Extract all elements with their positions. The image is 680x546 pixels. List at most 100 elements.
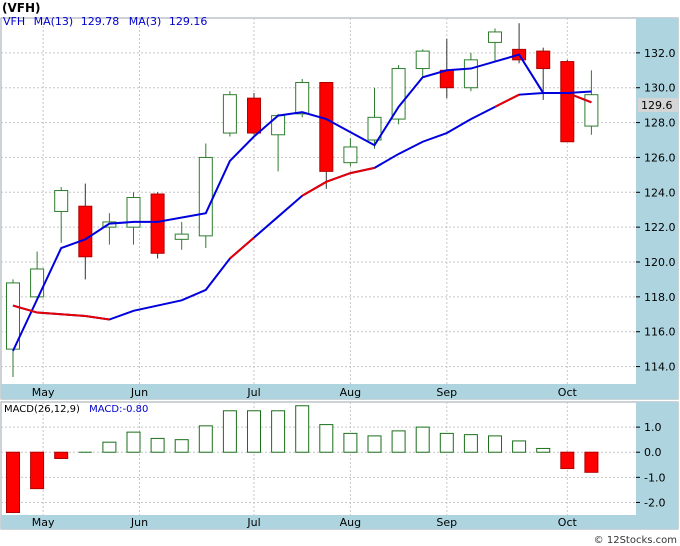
- macd-x-tick-label: Sep: [436, 516, 457, 529]
- price-y-tick-label: 122.0: [644, 221, 676, 234]
- ma3-line-red-segment: [12, 304, 110, 321]
- macd-bar-positive: [367, 435, 382, 453]
- legend-ticker: VFH: [3, 15, 25, 28]
- candle-down: [439, 69, 454, 89]
- macd-x-tick-label: Aug: [340, 516, 361, 529]
- macd-x-tick-label: Jun: [130, 516, 148, 529]
- price-y-tick-label: 114.0: [644, 361, 676, 374]
- legend-ma13-label: MA(13): [34, 15, 74, 28]
- price-panel: 114.0 116.0 118.0 120.0 122.0 124.0 126.0 128.0…: [0, 17, 679, 400]
- legend-ma13-value: 129.78: [81, 15, 120, 28]
- price-y-tick-label: 124.0: [644, 186, 676, 199]
- candle-up: [30, 268, 45, 298]
- macd-gridlines: [1, 402, 636, 515]
- candle-up: [463, 59, 478, 89]
- moving-average-lines: [12, 53, 592, 352]
- macd-x-ticks: May Jun Jul Aug Sep Oct: [32, 516, 578, 529]
- candle-up: [222, 94, 237, 134]
- macd-bar-positive: [222, 410, 237, 453]
- last-price-tag: 129.6: [641, 99, 673, 112]
- macd-bar-positive: [295, 405, 310, 453]
- macd-bar-positive: [102, 441, 117, 453]
- price-y-axis-band: [636, 18, 678, 384]
- macd-y-axis-band: [636, 402, 678, 515]
- legend-ma3-value: 129.16: [169, 15, 208, 28]
- macd-bar-positive: [343, 432, 358, 453]
- price-y-tick-label: 118.0: [644, 291, 676, 304]
- candle-down: [560, 61, 575, 143]
- candle-up: [54, 190, 69, 212]
- macd-x-tick-label: Oct: [558, 516, 578, 529]
- candle-up: [198, 156, 213, 237]
- candle-up: [367, 116, 382, 141]
- macd-y-tick-label: -1.0: [644, 471, 665, 484]
- price-y-ticks: 114.0 116.0 118.0 120.0 122.0 124.0 126.0 128.0…: [636, 47, 676, 374]
- candle-up: [343, 146, 358, 164]
- price-y-tick-label: 132.0: [644, 47, 676, 60]
- macd-y-tick-label: 1.0: [644, 421, 662, 434]
- candle-up: [126, 197, 141, 228]
- macd-bar-positive: [150, 437, 165, 453]
- candle-down: [247, 97, 261, 134]
- macd-params-label: MACD(26,12,9): [4, 404, 80, 415]
- price-y-tick-label: 126.0: [644, 151, 676, 164]
- svg-text:MACD(26,12,9) MACD:-0.80: MACD(26,12,9) MACD:-0.80: [4, 404, 148, 415]
- candle-down: [536, 50, 551, 70]
- macd-bar-positive: [463, 434, 478, 453]
- price-x-tick-label: Aug: [340, 386, 361, 399]
- macd-y-tick-label: -2.0: [644, 496, 665, 509]
- candle-down: [319, 81, 334, 172]
- macd-bar-positive: [174, 439, 189, 453]
- candle-up: [415, 50, 430, 70]
- macd-x-tick-label: Jul: [246, 516, 260, 529]
- macd-panel: 1.0 0.0 -1.0 -2.0 May Jun Jul Aug Sep Oct: [0, 401, 679, 530]
- macd-bar-positive: [198, 425, 213, 453]
- price-candles: [6, 23, 599, 378]
- last-price-tag-box: [638, 98, 678, 112]
- macd-bars: [6, 405, 599, 513]
- candle-up: [295, 81, 310, 115]
- price-x-axis-band: [1, 384, 678, 399]
- watermark: © 12Stocks.com: [594, 535, 677, 546]
- macd-bar-negative: [54, 451, 69, 460]
- macd-x-axis-band: [1, 515, 678, 529]
- macd-value-label: MACD:-0.80: [89, 404, 148, 415]
- candle-up: [174, 233, 189, 240]
- candle-down: [78, 205, 93, 258]
- ma3-line-red-segment: [566, 92, 592, 104]
- ma3-line: [12, 91, 592, 321]
- macd-y-ticks: 1.0 0.0 -1.0 -2.0: [636, 421, 665, 509]
- ma3-line-red-segment: [301, 166, 375, 197]
- price-x-tick-label: Oct: [558, 386, 578, 399]
- macd-bar-positive: [512, 440, 527, 453]
- price-x-tick-label: Jun: [130, 386, 148, 399]
- legend-ma3-label: MA(3): [129, 15, 162, 28]
- price-x-tick-label: Jul: [246, 386, 260, 399]
- macd-y-tick-label: 0.0: [644, 446, 662, 459]
- price-x-tick-label: Sep: [436, 386, 457, 399]
- macd-bar-negative: [584, 451, 599, 473]
- price-x-tick-label: May: [32, 386, 55, 399]
- macd-bar-negative: [30, 451, 45, 490]
- macd-bar-positive: [536, 447, 551, 453]
- ma3-line-red-segment: [229, 236, 255, 260]
- price-x-ticks: May Jun Jul Aug Sep Oct: [32, 386, 578, 399]
- price-gridlines: [1, 18, 636, 384]
- macd-bar-positive: [126, 431, 141, 453]
- candle-down: [150, 193, 165, 254]
- svg-text:VFH MA(13) 129.78: VFH MA(13) 129.78 MA(3) 129.16: [3, 15, 207, 28]
- macd-panel-frame: [0, 401, 679, 530]
- price-y-tick-label: 128.0: [644, 117, 676, 130]
- macd-bar-positive: [271, 410, 286, 453]
- ma13-line: [12, 53, 592, 352]
- price-panel-frame: [0, 17, 679, 400]
- macd-bar-negative: [6, 451, 20, 513]
- ma3-line-red-segment: [494, 93, 520, 108]
- price-y-tick-label: 120.0: [644, 256, 676, 269]
- macd-x-tick-label: May: [32, 516, 55, 529]
- macd-bar-positive: [439, 432, 454, 453]
- macd-bar-negative: [560, 451, 575, 470]
- chart-title: (VFH): [2, 1, 41, 15]
- price-y-tick-label: 116.0: [644, 326, 676, 339]
